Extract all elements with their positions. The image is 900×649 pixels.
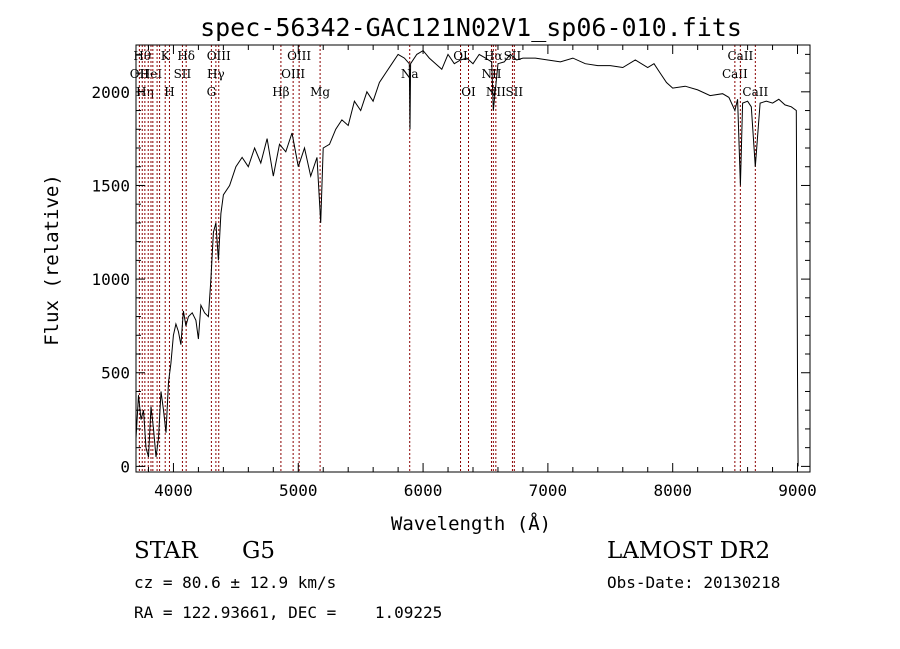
- marker-label: HeI: [140, 67, 163, 81]
- marker-label: SII: [174, 67, 192, 81]
- x-tick-label: 8000: [653, 481, 692, 500]
- marker-label: G: [207, 85, 217, 99]
- marker-label: OI: [453, 49, 468, 63]
- redshift-value: cz = 80.6 ± 12.9 km/s: [134, 573, 337, 592]
- marker-label: H: [164, 85, 174, 99]
- marker-label: OI: [461, 85, 476, 99]
- marker-label: Mg: [310, 85, 330, 99]
- marker-label: Hγ: [207, 67, 225, 81]
- spectrum-line: [135, 49, 799, 467]
- x-tick-label: 6000: [404, 481, 443, 500]
- x-tick-label: 7000: [529, 481, 568, 500]
- marker-label: NII: [486, 85, 506, 99]
- x-tick-label: 4000: [154, 481, 193, 500]
- marker-label: Hδ: [177, 49, 195, 63]
- marker-label: OIII: [281, 67, 305, 81]
- y-tick-label: 0: [120, 457, 130, 476]
- subclass: G5: [242, 538, 276, 564]
- marker-label: Hθ: [133, 49, 151, 63]
- y-tick-label: 2000: [91, 83, 130, 102]
- y-axis-label: Flux (relative): [41, 174, 63, 346]
- marker-label: OIII: [207, 49, 231, 63]
- marker-label: K: [161, 49, 171, 63]
- spectral-line-markers: OIIHθHηHeIKHSIIHδGHγOIIIHβOIIIOIIIMgNaOI…: [130, 45, 768, 472]
- survey-name: LAMOST DR2: [607, 538, 771, 564]
- x-tick-label: 9000: [778, 481, 817, 500]
- x-tick-label: 5000: [279, 481, 318, 500]
- marker-label: Hβ: [272, 85, 289, 99]
- object-class: STAR: [134, 538, 198, 564]
- marker-label: CaII: [742, 85, 768, 99]
- y-tick-label: 1500: [91, 176, 130, 195]
- marker-label: Hα: [484, 49, 503, 63]
- plot-frame: [135, 44, 811, 473]
- chart-title: spec-56342-GAC121N02V1_sp06-010.fits: [200, 13, 742, 42]
- marker-label: SII: [505, 85, 523, 99]
- coordinates: RA = 122.93661, DEC = 1.09225: [134, 603, 443, 622]
- y-tick-label: 500: [101, 364, 130, 383]
- y-tick-label: 1000: [91, 270, 130, 289]
- y-axis: 0 500 1000 1500 2000: [91, 53, 810, 476]
- x-axis-label: Wavelength (Å): [391, 512, 551, 535]
- x-axis: 4000 5000 6000 7000 8000 9000: [147, 45, 817, 500]
- marker-label: OIII: [287, 49, 311, 63]
- marker-label: CaII: [722, 67, 748, 81]
- obs-date: Obs-Date: 20130218: [607, 573, 781, 592]
- marker-label: CaII: [727, 49, 753, 63]
